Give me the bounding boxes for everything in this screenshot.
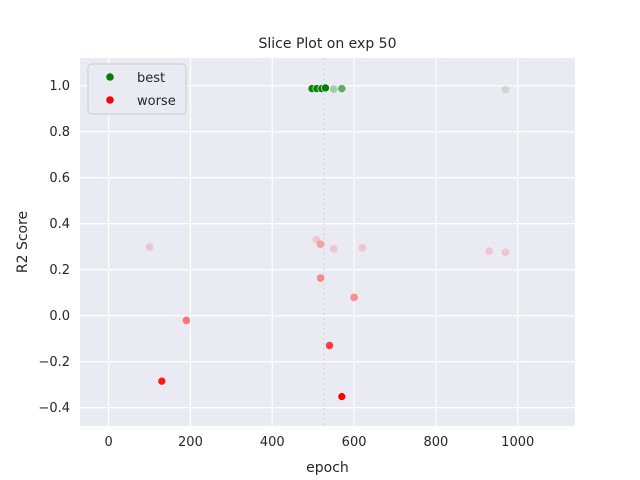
x-tick-label: 1000 [501,435,534,450]
legend: best worse [87,63,187,115]
x-tick-label: 400 [260,435,285,450]
x-tick-label: 200 [178,435,203,450]
y-tick-label: −0.2 [38,355,70,370]
legend-marker-worse [106,96,114,104]
legend-label-worse: worse [137,94,176,109]
legend-item-worse: worse [106,94,176,109]
legend-marker-best [106,73,114,81]
plot-area [80,58,575,426]
chart-title: Slice Plot on exp 50 [259,36,397,52]
data-points [145,83,510,401]
data-point-worse [484,246,494,256]
data-point-worse [357,243,367,253]
x-axis-label: epoch [306,460,349,476]
data-point-worse [349,293,359,302]
legend-label-best: best [137,71,165,86]
y-tick-label: 0.8 [49,125,70,140]
data-point-best [321,83,330,93]
y-tick-label: 0.2 [49,263,70,278]
y-tick-label: 0.6 [49,171,70,186]
data-point-worse [337,392,347,401]
legend-item-best: best [106,71,165,86]
tick-labels: 0 200 400 600 800 1000 −0.4 −0.2 0.0 0.2 0.4 0.6 0.8… [38,79,534,450]
y-axis-label: R2 Score [15,211,31,273]
data-point-worse [182,316,191,325]
x-tick-label: 800 [423,435,448,450]
data-point-worse [501,248,510,257]
y-tick-label: 0.0 [49,309,70,324]
data-point-best [501,85,510,94]
data-point-best [337,84,347,93]
data-point-worse [329,244,338,254]
plot-layer [80,58,575,426]
data-point-worse [312,235,321,244]
x-tick-label: 600 [342,435,367,450]
y-tick-label: −0.4 [38,401,70,416]
y-tick-label: 0.4 [49,217,70,232]
data-point-worse [145,242,154,252]
x-tick-label: 0 [104,435,112,450]
data-point-best [329,84,338,94]
data-point-worse [316,240,325,249]
y-tick-label: 1.0 [49,79,70,94]
data-point-worse [157,376,167,386]
data-point-worse [316,273,325,283]
data-point-worse [325,341,334,350]
